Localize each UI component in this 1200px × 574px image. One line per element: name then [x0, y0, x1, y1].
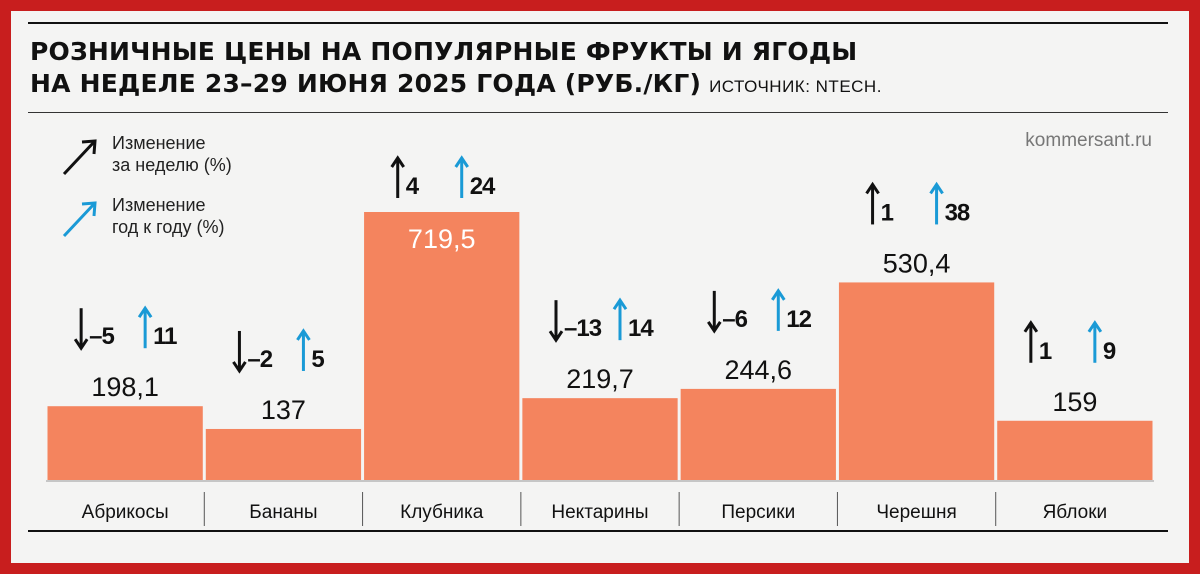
- week-change-label: –13: [564, 315, 602, 342]
- bar-value-label: 159: [1052, 387, 1097, 417]
- category-label: Яблоки: [1043, 502, 1108, 523]
- legend-year-line-1: Изменение: [112, 195, 206, 215]
- year-change-arrow: [929, 181, 944, 225]
- year-change-label: 38: [945, 199, 970, 226]
- year-change-arrow: [296, 328, 311, 371]
- bar: [997, 420, 1153, 480]
- source-note: ИСТОЧНИК: NTECH.: [709, 77, 882, 96]
- bar: [680, 388, 836, 480]
- year-change-label: 11: [153, 323, 177, 350]
- title-divider: [28, 112, 1168, 113]
- category-label: Черешня: [876, 502, 956, 523]
- bar: [364, 212, 520, 480]
- year-change-label: 5: [311, 346, 324, 373]
- week-change-arrow: [1023, 320, 1039, 363]
- week-change-arrow: [232, 330, 247, 374]
- category-label: Нектарины: [551, 502, 648, 523]
- year-change-label: 14: [628, 315, 654, 342]
- year-change-label: 9: [1103, 338, 1116, 365]
- year-change-label: 24: [470, 173, 496, 200]
- bar-value-label: 137: [261, 395, 306, 425]
- legend-year-line-2: год к году (%): [112, 217, 225, 237]
- chart-title: РОЗНИЧНЫЕ ЦЕНЫ НА ПОПУЛЯРНЫЕ ФРУКТЫ И ЯГ…: [30, 36, 882, 103]
- bar: [205, 428, 362, 480]
- title-line-2: НА НЕДЕЛЕ 23–29 ИЮНЯ 2025 ГОДА (РУБ./КГ): [30, 69, 702, 98]
- bottom-rule: [28, 530, 1168, 532]
- week-change-arrow: [73, 308, 89, 351]
- week-change-label: –5: [89, 323, 114, 350]
- year-change-arrow: [454, 155, 469, 198]
- legend-label-year: Изменение год к году (%): [112, 194, 332, 238]
- arrow-up-right-blue-icon: [62, 201, 97, 238]
- year-change-label: 12: [786, 306, 811, 333]
- week-change-arrow: [865, 181, 880, 225]
- bar-value-label: 719,5: [408, 224, 476, 254]
- bar-value-label: 530,4: [883, 248, 951, 278]
- arrow-up-right-black-icon: [62, 139, 97, 176]
- top-rule: [28, 22, 1168, 24]
- category-label: Абрикосы: [82, 502, 169, 523]
- bar-value-label: 244,6: [724, 355, 792, 385]
- week-change-arrow: [548, 300, 564, 343]
- week-change-label: 1: [881, 199, 894, 226]
- title-line-2-wrapper: НА НЕДЕЛЕ 23–29 ИЮНЯ 2025 ГОДА (РУБ./КГ)…: [30, 68, 882, 103]
- year-change-arrow: [771, 288, 786, 331]
- legend-week-line-2: за неделю (%): [112, 155, 232, 175]
- year-change-arrow: [1087, 320, 1103, 363]
- legend-label-week: Изменение за неделю (%): [112, 132, 332, 176]
- title-line-1: РОЗНИЧНЫЕ ЦЕНЫ НА ПОПУЛЯРНЫЕ ФРУКТЫ И ЯГ…: [30, 37, 858, 66]
- category-label: Бананы: [249, 502, 317, 523]
- bar-value-label: 198,1: [91, 372, 159, 402]
- week-change-label: –6: [722, 306, 747, 333]
- week-change-label: –2: [247, 346, 272, 373]
- legend-week-line-1: Изменение: [112, 133, 206, 153]
- brand-label: kommersant.ru: [1025, 130, 1152, 151]
- category-label: Клубника: [400, 502, 484, 523]
- bar: [522, 398, 678, 480]
- week-change-label: 4: [406, 173, 420, 200]
- bar-value-label: 219,7: [566, 364, 634, 394]
- bar: [47, 406, 203, 480]
- bar: [838, 282, 995, 480]
- year-change-arrow: [137, 305, 153, 349]
- category-label: Персики: [721, 502, 795, 523]
- week-change-label: 1: [1039, 338, 1052, 365]
- week-change-arrow: [390, 155, 405, 198]
- year-change-arrow: [612, 297, 628, 341]
- week-change-arrow: [707, 290, 722, 334]
